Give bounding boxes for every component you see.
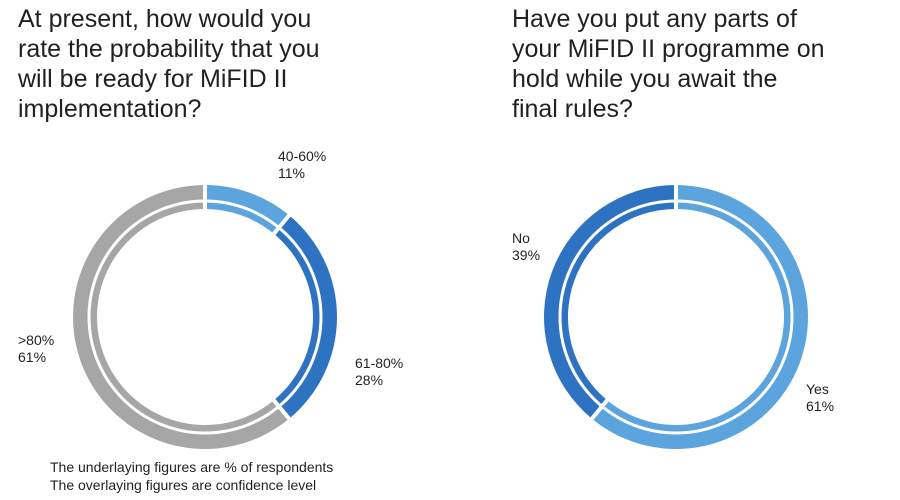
donut-slice-1-1 (544, 185, 676, 419)
chart-footnote: The underlaying figures are % of respond… (50, 458, 333, 494)
donut-slice-0-2 (72, 185, 290, 450)
footnote-line-2: The overlaying figures are confidence le… (50, 477, 317, 493)
donut-slice-1-0 (591, 185, 809, 449)
donut-band-separator (558, 199, 794, 435)
slice-category: >80% (18, 332, 55, 348)
slice-value: 11% (278, 165, 305, 181)
slice-label-yes: Yes 61% (806, 381, 834, 415)
donut-band-separator (87, 199, 323, 435)
donut-slice-0-1 (273, 215, 337, 419)
slice-value: 61% (18, 349, 47, 365)
slice-label-over-80: >80% 61% (18, 332, 54, 366)
slice-category: 61-80% (355, 355, 404, 371)
slice-category: 40-60% (278, 148, 327, 164)
chart-title-readiness: At present, how would you rate the proba… (18, 5, 320, 123)
slice-category: Yes (806, 381, 829, 397)
slice-separator-1-1 (589, 397, 610, 422)
slice-value: 61% (806, 398, 835, 414)
slice-separator-0-2 (271, 397, 292, 422)
chart-title-on-hold: Have you put any parts of your MiFID II … (512, 5, 825, 123)
slice-label-61-80: 61-80% 28% (355, 355, 403, 389)
slice-separator-0-1 (271, 212, 292, 237)
slice-value: 28% (355, 372, 384, 388)
footnote-line-1: The underlaying figures are % of respond… (50, 459, 334, 475)
slice-label-no: No 39% (512, 230, 540, 264)
slice-label-40-60: 40-60% 11% (278, 148, 326, 182)
slice-category: No (512, 230, 530, 246)
slice-value: 39% (512, 247, 541, 263)
